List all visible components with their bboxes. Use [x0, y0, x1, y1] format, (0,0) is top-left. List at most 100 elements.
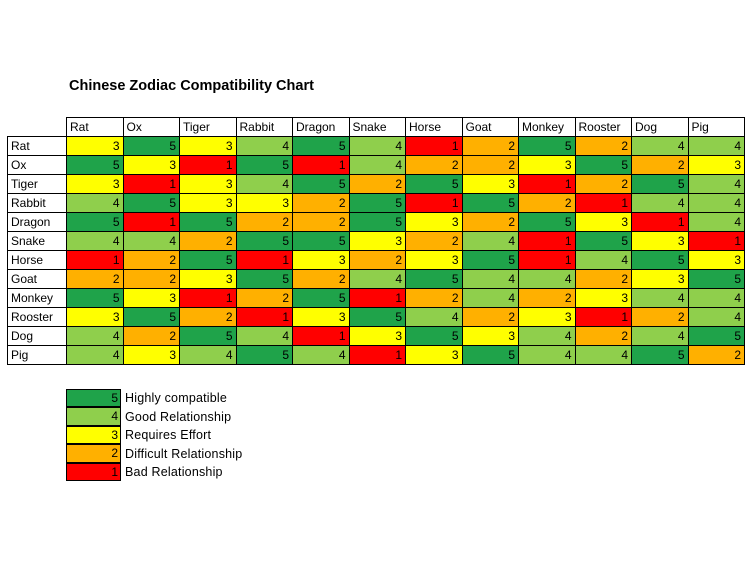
heatmap-cell: 4 [631, 288, 689, 308]
legend-label: Requires Effort [125, 428, 212, 443]
heatmap-cell: 4 [687, 307, 745, 327]
heatmap-cell: 2 [122, 269, 180, 289]
heatmap-cell: 3 [348, 326, 406, 346]
column-header: Dragon [292, 117, 350, 137]
heatmap-cell: 4 [461, 231, 519, 251]
heatmap-cell: 1 [574, 193, 632, 213]
heatmap-cell: 3 [461, 326, 519, 346]
column-header: Rat [66, 117, 124, 137]
heatmap-cell: 4 [574, 250, 632, 270]
heatmap-cell: 3 [66, 136, 124, 156]
heatmap-cell: 4 [518, 326, 576, 346]
row-header: Dog [7, 326, 67, 346]
heatmap-cell: 5 [122, 307, 180, 327]
heatmap-cell: 1 [235, 307, 293, 327]
heatmap-cell: 4 [574, 345, 632, 365]
legend-item: 3 Requires Effort [66, 425, 242, 445]
table-row: Rat 3 5 3 4 5 4 1 2 5 2 4 4 [7, 136, 745, 156]
heatmap-cell: 2 [348, 174, 406, 194]
column-header: Dog [631, 117, 689, 137]
row-header: Monkey [7, 288, 67, 308]
heatmap-cell: 5 [518, 212, 576, 232]
heatmap-cell: 3 [122, 155, 180, 175]
chart-title: Chinese Zodiac Compatibility Chart [69, 78, 314, 94]
heatmap-cell: 1 [687, 231, 745, 251]
heatmap-cell: 2 [66, 269, 124, 289]
heatmap-cell: 2 [574, 136, 632, 156]
heatmap-cell: 2 [687, 345, 745, 365]
row-header: Rabbit [7, 193, 67, 213]
heatmap-cell: 5 [66, 155, 124, 175]
heatmap-cell: 4 [348, 269, 406, 289]
heatmap-cell: 5 [122, 136, 180, 156]
heatmap-cell: 5 [405, 326, 463, 346]
legend-item: 4 Good Relationship [66, 407, 242, 427]
heatmap-cell: 3 [518, 155, 576, 175]
table-row: Rabbit 4 5 3 3 2 5 1 5 2 1 4 4 [7, 193, 745, 213]
heatmap-cell: 5 [518, 136, 576, 156]
heatmap-cell: 2 [461, 136, 519, 156]
heatmap-cell: 3 [518, 307, 576, 327]
heatmap-cell: 1 [518, 231, 576, 251]
heatmap-cell: 4 [687, 136, 745, 156]
heatmap-cell: 1 [235, 250, 293, 270]
heatmap-cell: 3 [179, 136, 237, 156]
legend-item: 1 Bad Relationship [66, 462, 242, 482]
heatmap-cell: 5 [461, 193, 519, 213]
row-header: Pig [7, 345, 67, 365]
heatmap-cell: 2 [518, 193, 576, 213]
heatmap-cell: 3 [574, 212, 632, 232]
heatmap-cell: 5 [235, 269, 293, 289]
heatmap-cell: 1 [574, 307, 632, 327]
heatmap-cell: 2 [292, 212, 350, 232]
heatmap-cell: 1 [348, 288, 406, 308]
column-header: Horse [405, 117, 463, 137]
heatmap-cell: 4 [348, 136, 406, 156]
heatmap-cell: 5 [405, 269, 463, 289]
legend-swatch: 2 [66, 444, 121, 463]
heatmap-cell: 1 [122, 212, 180, 232]
legend-swatch: 3 [66, 425, 121, 444]
heatmap-cell: 3 [179, 269, 237, 289]
heatmap-cell: 5 [687, 269, 745, 289]
heatmap-cell: 4 [235, 174, 293, 194]
heatmap-cell: 5 [461, 345, 519, 365]
heatmap-cell: 2 [122, 326, 180, 346]
heatmap-cell: 2 [631, 155, 689, 175]
heatmap-cell: 3 [631, 231, 689, 251]
table-row: Tiger 3 1 3 4 5 2 5 3 1 2 5 4 [7, 174, 745, 194]
heatmap-cell: 5 [348, 212, 406, 232]
table-row: Snake 4 4 2 5 5 3 2 4 1 5 3 1 [7, 231, 745, 251]
heatmap-cell: 2 [122, 250, 180, 270]
heatmap-cell: 5 [179, 326, 237, 346]
heatmap-cell: 5 [292, 288, 350, 308]
column-header: Pig [687, 117, 745, 137]
legend-swatch: 1 [66, 462, 121, 481]
heatmap-cell: 5 [292, 136, 350, 156]
heatmap-cell: 2 [292, 269, 350, 289]
column-header: Rooster [574, 117, 632, 137]
heatmap-cell: 3 [292, 250, 350, 270]
legend-item: 5 Highly compatible [66, 388, 242, 408]
heatmap-cell: 2 [348, 250, 406, 270]
heatmap-cell: 4 [235, 136, 293, 156]
heatmap-cell: 4 [687, 212, 745, 232]
heatmap-cell: 3 [405, 212, 463, 232]
heatmap-cell: 1 [405, 193, 463, 213]
heatmap-cell: 5 [574, 231, 632, 251]
heatmap-cell: 4 [66, 326, 124, 346]
heatmap-cell: 5 [235, 345, 293, 365]
heatmap-cell: 5 [461, 250, 519, 270]
heatmap-cell: 2 [405, 288, 463, 308]
heatmap-cell: 4 [292, 345, 350, 365]
heatmap-cell: 5 [179, 250, 237, 270]
column-header: Rabbit [235, 117, 293, 137]
heatmap-cell: 3 [461, 174, 519, 194]
heatmap-cell: 2 [461, 155, 519, 175]
heatmap-cell: 2 [461, 212, 519, 232]
heatmap-cell: 5 [631, 345, 689, 365]
heatmap-cell: 5 [574, 155, 632, 175]
heatmap-cell: 5 [631, 250, 689, 270]
heatmap-cell: 3 [235, 193, 293, 213]
heatmap-cell: 3 [574, 288, 632, 308]
